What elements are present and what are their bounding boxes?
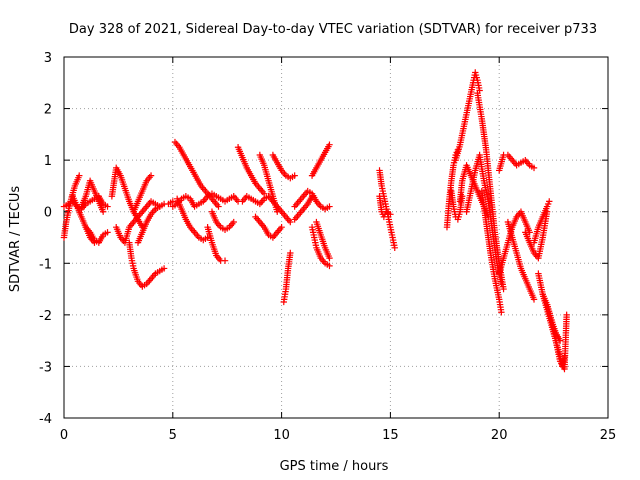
data-point	[291, 172, 298, 179]
y-tick-label: -4	[39, 412, 52, 427]
y-tick-label: 2	[44, 103, 52, 118]
data-point	[308, 193, 316, 200]
series-a4	[78, 177, 107, 215]
data-point	[546, 198, 553, 205]
x-tick-label: 5	[169, 428, 177, 443]
data-point	[326, 254, 333, 262]
data-point	[76, 172, 83, 179]
data-point	[104, 203, 111, 210]
y-tick-label: 3	[44, 51, 52, 66]
data-points	[60, 69, 570, 373]
series-h3	[504, 218, 538, 303]
data-point	[556, 337, 564, 344]
data-point	[274, 208, 281, 215]
data-point	[99, 208, 107, 215]
data-point	[160, 265, 168, 272]
y-tick-label: -3	[39, 360, 52, 375]
data-point	[530, 296, 538, 303]
series-b1	[108, 164, 146, 231]
y-tick-labels: -4 -3 -2 -1 0 1 2 3	[39, 51, 52, 427]
series-e2	[291, 187, 333, 213]
series-e3	[308, 141, 333, 179]
data-point	[147, 172, 155, 179]
series-g7	[478, 187, 505, 316]
grid-lines	[64, 57, 608, 418]
x-tick-label: 10	[273, 428, 290, 443]
data-point	[326, 203, 333, 210]
data-point	[221, 257, 229, 264]
x-tick-label: 25	[600, 428, 617, 443]
series-h2	[496, 208, 533, 277]
data-point	[278, 223, 285, 231]
series-h1	[496, 151, 538, 174]
series-b5	[134, 198, 176, 246]
data-point	[387, 211, 394, 218]
chart-title: Day 328 of 2021, Sidereal Day-to-day VTE…	[69, 22, 597, 37]
data-point	[500, 285, 507, 293]
series-b3	[126, 239, 168, 290]
data-point	[230, 218, 237, 226]
series-a2	[60, 172, 83, 241]
y-axis-label: SDTVAR / TECUs	[8, 186, 23, 293]
series-c4	[204, 223, 229, 264]
series-e6	[291, 193, 316, 223]
x-axis-label: GPS time / hours	[280, 459, 389, 474]
x-tick-label: 20	[491, 428, 508, 443]
series-d3	[256, 151, 281, 215]
series-a5	[82, 223, 111, 246]
series-g3	[452, 69, 483, 164]
series-d4	[269, 151, 298, 182]
data-point	[498, 309, 505, 316]
series-c3	[173, 195, 211, 244]
data-point	[326, 141, 333, 148]
data-point	[215, 203, 222, 210]
data-point	[530, 164, 538, 172]
y-tick-label: 1	[44, 154, 52, 169]
data-point	[287, 249, 294, 257]
x-tick-labels: 0 5 10 15 20 25	[60, 428, 616, 443]
data-point	[563, 311, 570, 319]
series-c2	[169, 190, 242, 210]
series-e5	[313, 218, 333, 262]
series-f2	[376, 193, 394, 221]
series-d1	[234, 144, 268, 197]
y-tick-label: -1	[39, 257, 52, 272]
series-g1	[443, 146, 462, 231]
series-b4	[130, 172, 155, 215]
x-tick-label: 0	[60, 428, 68, 443]
series-b2	[113, 198, 163, 246]
y-tick-label: -2	[39, 309, 52, 324]
series-g2	[448, 187, 466, 223]
series-c5	[208, 208, 237, 233]
data-point	[104, 229, 111, 236]
series-i3	[539, 291, 564, 344]
series-h5	[530, 198, 553, 246]
data-point	[287, 218, 294, 226]
series-e1	[280, 249, 294, 306]
axis-ticks	[63, 56, 609, 419]
data-point	[391, 244, 398, 252]
series-e4	[308, 223, 333, 270]
series-d2	[239, 193, 294, 226]
series-d5	[252, 213, 285, 241]
data-point	[326, 262, 333, 270]
x-tick-label: 15	[382, 428, 399, 443]
y-tick-label: 0	[44, 206, 52, 221]
